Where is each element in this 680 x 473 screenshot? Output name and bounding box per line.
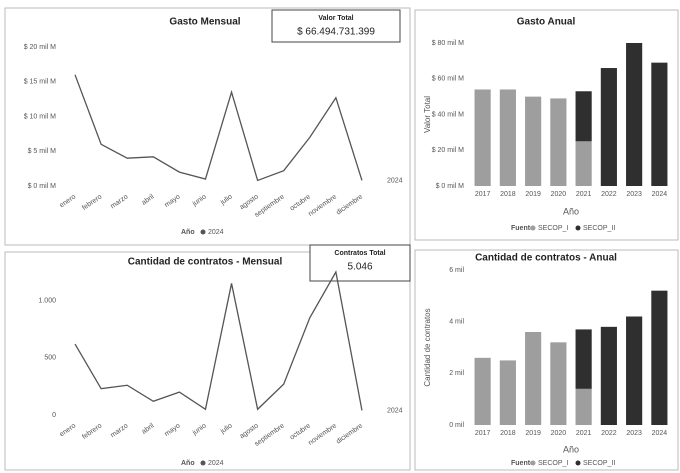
y-tick-label: 1.000: [38, 297, 56, 304]
y-tick-label: $ 5 mil M: [28, 148, 57, 155]
chart-title: Gasto Mensual: [169, 17, 240, 28]
x-tick-label: 2017: [475, 191, 491, 198]
y-tick-label: 4 mil: [449, 319, 464, 326]
x-axis-label: Año: [563, 206, 579, 216]
legend-swatch: [575, 460, 581, 466]
bar-segment: [651, 62, 668, 186]
y-tick-label: 500: [44, 355, 56, 362]
bar-segment: [600, 326, 617, 425]
x-tick-label: 2024: [652, 430, 668, 437]
bar-segment: [575, 91, 592, 142]
legend-swatch: [530, 225, 536, 231]
bar-segment: [499, 360, 516, 425]
legend-label: SECOP_I: [538, 460, 568, 467]
y-tick-label: $ 0 mil M: [436, 183, 465, 190]
bar-segment: [474, 357, 491, 425]
kpi-value: 5.046: [347, 262, 372, 273]
legend-label: 2024: [208, 229, 224, 236]
legend-title: Año: [181, 229, 195, 236]
y-tick-label: 2 mil: [449, 370, 464, 377]
y-tick-label: 0 mil: [449, 422, 464, 429]
y-tick-label: $ 60 mil M: [432, 76, 464, 83]
y-tick-label: 6 mil: [449, 267, 464, 274]
kpi-title: Contratos Total: [334, 250, 385, 257]
kpi-card: [271, 9, 401, 43]
kpi-value: $ 66.494.731.399: [297, 27, 375, 38]
x-tick-label: 2019: [525, 191, 541, 198]
bar-segment: [651, 290, 668, 425]
chart-title: Cantidad de contratos - Mensual: [128, 257, 283, 268]
x-tick-label: 2022: [601, 430, 617, 437]
y-tick-label: $ 20 mil M: [432, 147, 464, 154]
legend-swatch: [575, 225, 581, 231]
legend-title: Año: [181, 460, 195, 467]
x-tick-label: 2020: [551, 430, 567, 437]
x-tick-label: 2019: [525, 430, 541, 437]
y-tick-label: $ 40 mil M: [432, 111, 464, 118]
y-tick-label: $ 10 mil M: [24, 113, 56, 120]
bar-segment: [474, 89, 491, 186]
bar-segment: [499, 89, 516, 186]
kpi-title: Valor Total: [318, 15, 353, 22]
panel: [4, 7, 411, 246]
x-tick-label: 2017: [475, 430, 491, 437]
legend-swatch: [200, 460, 206, 466]
legend-label: SECOP_I: [538, 225, 568, 232]
y-axis-label: Valor Total: [423, 96, 432, 133]
bar-segment: [525, 96, 542, 186]
chart-title: Gasto Anual: [517, 17, 576, 28]
x-tick-label: 2018: [500, 430, 516, 437]
legend-title: Fuente: [511, 225, 534, 232]
bar-segment: [600, 68, 617, 186]
legend-title: Fuente: [511, 460, 534, 467]
line-series: [74, 270, 363, 411]
x-tick-label: 2020: [551, 191, 567, 198]
kpi-card: [309, 244, 411, 282]
bar-segment: [626, 316, 643, 425]
bar-segment: [550, 98, 567, 186]
bar-segment: [575, 329, 592, 389]
line-series: [74, 74, 363, 182]
bar-segment: [575, 141, 592, 186]
x-tick-label: 2021: [576, 430, 592, 437]
x-tick-label: 2018: [500, 191, 516, 198]
y-axis-label: Cantidad de contratos: [423, 308, 432, 386]
bar-segment: [575, 388, 592, 425]
y-tick-label: $ 80 mil M: [432, 40, 464, 47]
series-end-label: 2024: [387, 177, 403, 184]
panel: [4, 251, 411, 471]
bar-segment: [626, 43, 643, 186]
legend-swatch: [530, 460, 536, 466]
bar-segment: [550, 342, 567, 425]
y-tick-label: $ 0 mil M: [28, 183, 57, 190]
legend-label: SECOP_II: [583, 225, 615, 232]
y-tick-label: 0: [52, 412, 56, 419]
legend-label: 2024: [208, 460, 224, 467]
legend-swatch: [200, 229, 206, 235]
x-tick-label: 2021: [576, 191, 592, 198]
series-end-label: 2024: [387, 407, 403, 414]
chart-title: Cantidad de contratos - Anual: [475, 253, 617, 264]
y-tick-label: $ 15 mil M: [24, 79, 56, 86]
x-tick-label: 2023: [626, 430, 642, 437]
bar-segment: [525, 332, 542, 425]
x-tick-label: 2024: [652, 191, 668, 198]
x-axis-label: Año: [563, 444, 579, 454]
y-tick-label: $ 20 mil M: [24, 44, 56, 51]
legend-label: SECOP_II: [583, 460, 615, 467]
x-tick-label: 2022: [601, 191, 617, 198]
x-tick-label: 2023: [626, 191, 642, 198]
